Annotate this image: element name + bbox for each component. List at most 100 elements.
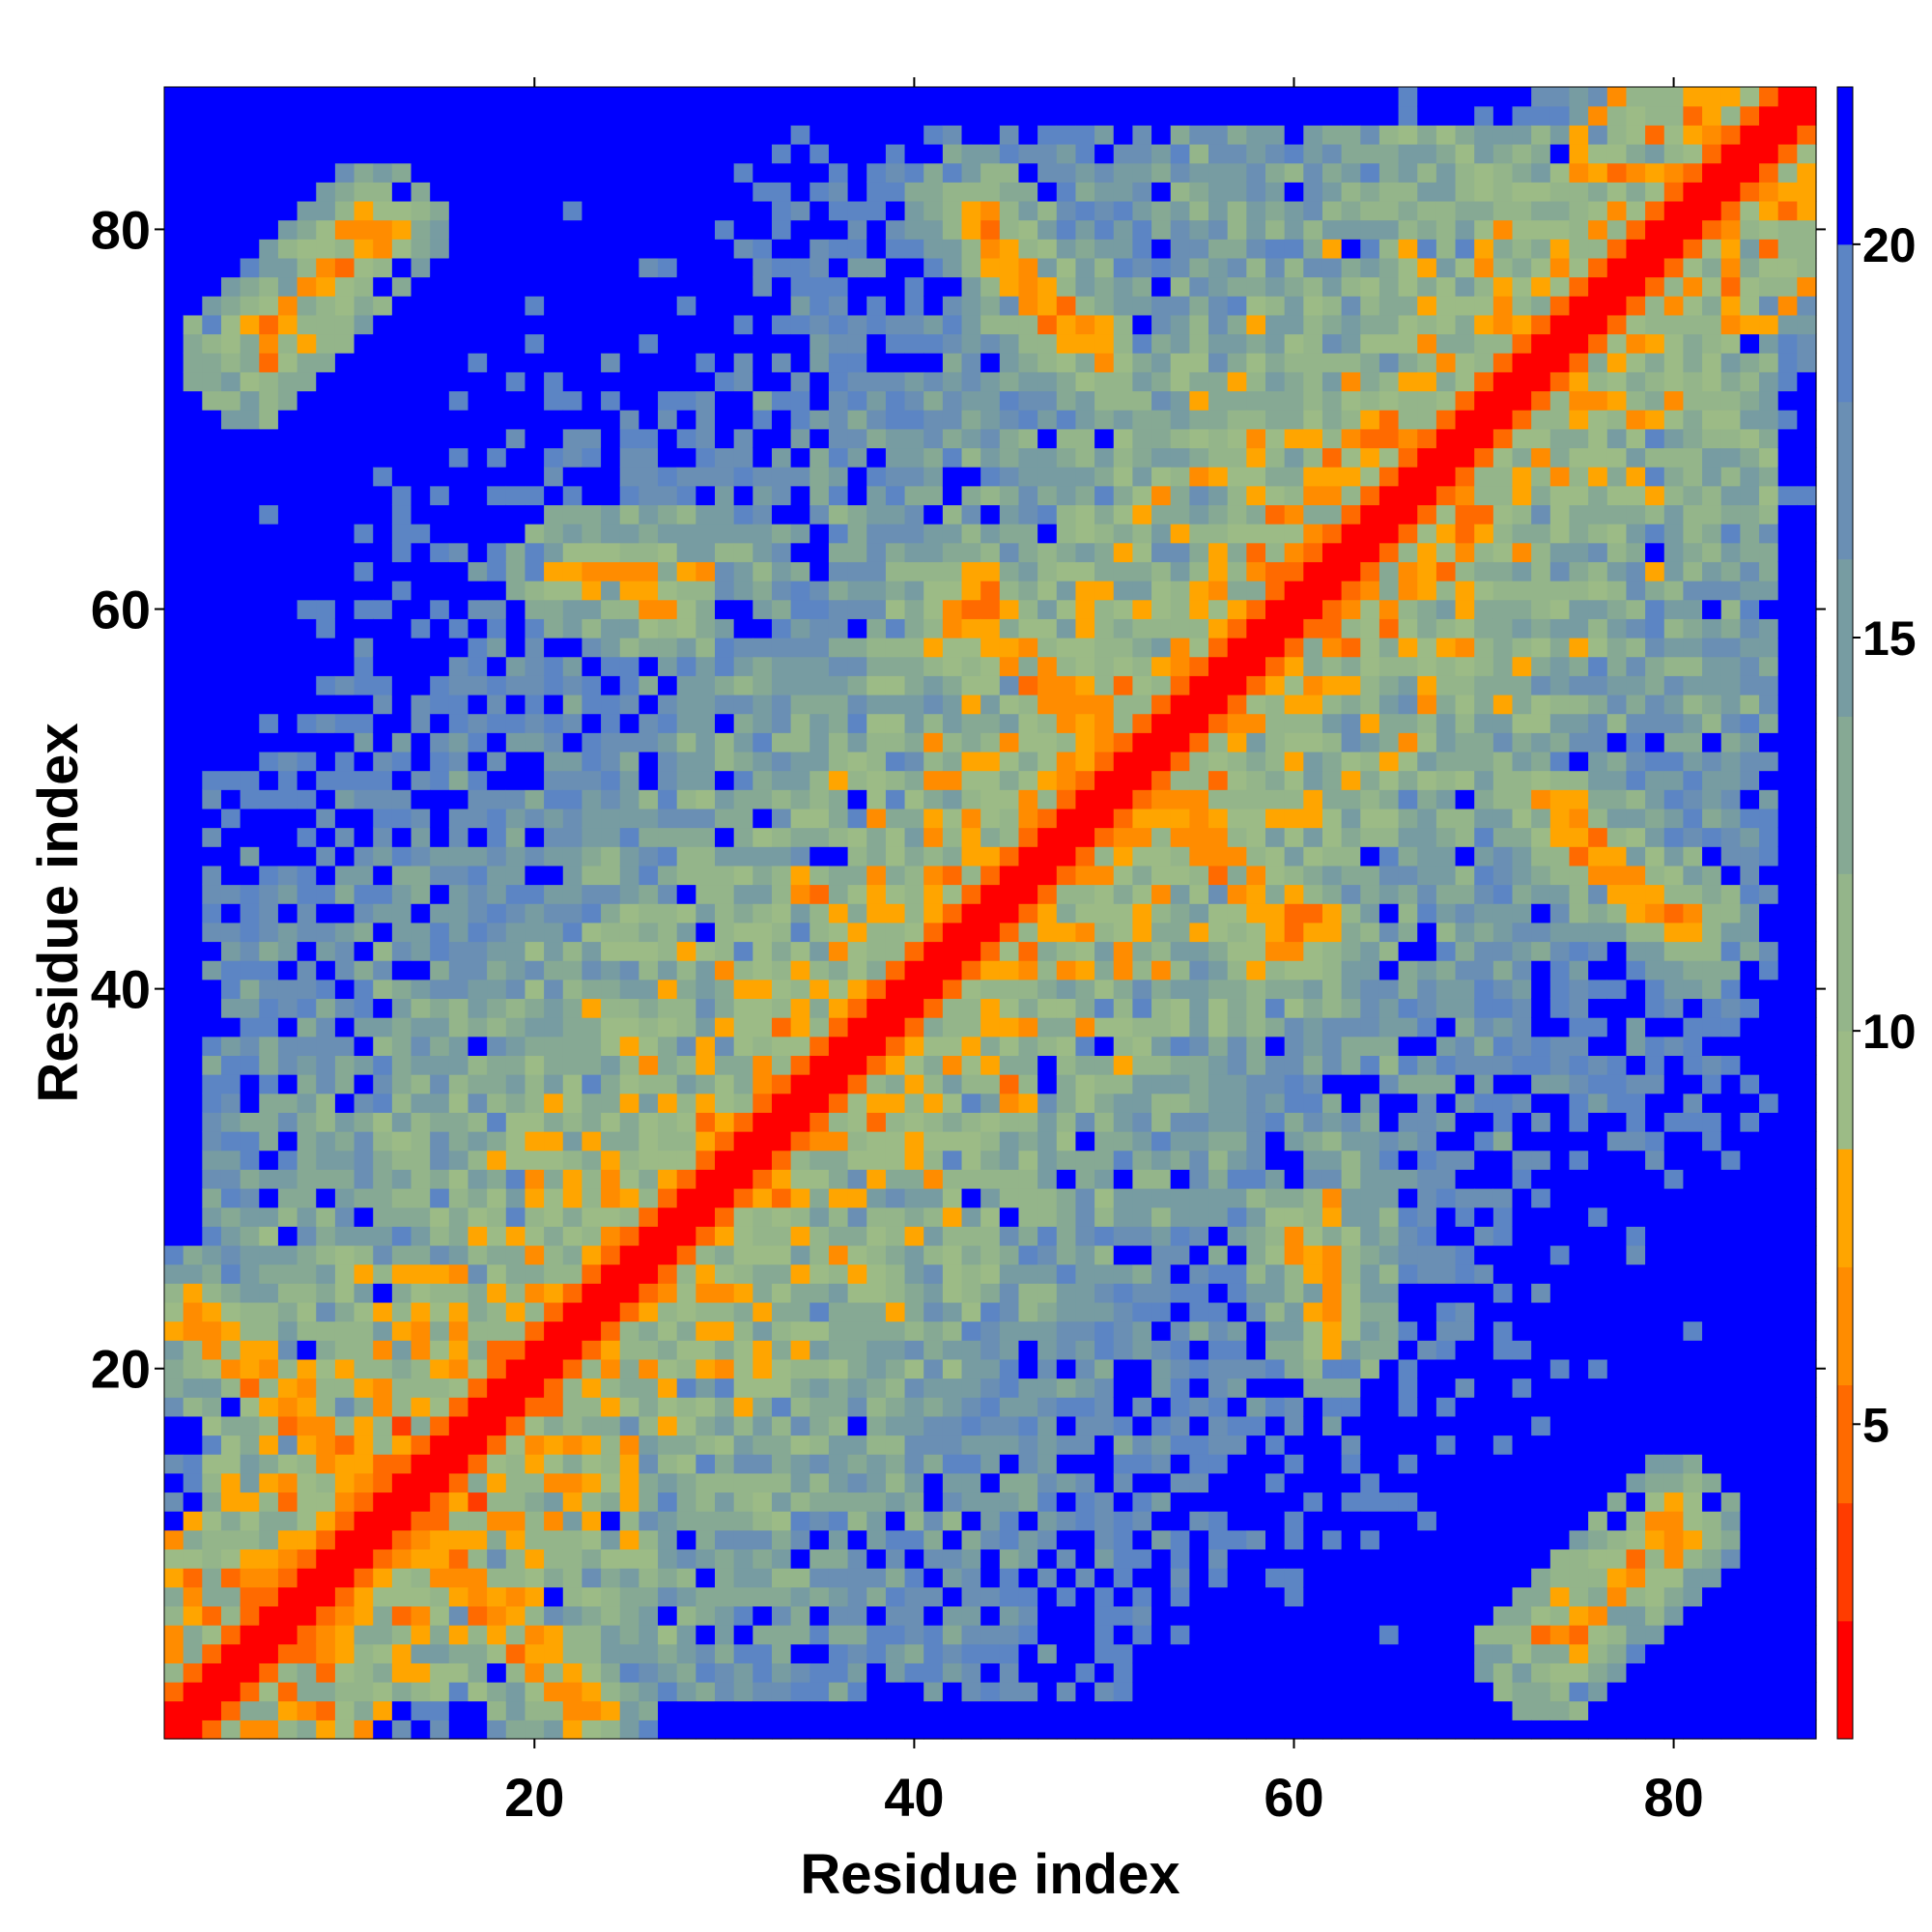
heatmap-cell xyxy=(544,1036,564,1057)
heatmap-cell xyxy=(810,1605,830,1626)
heatmap-cell xyxy=(810,371,830,392)
heatmap-cell xyxy=(810,1340,830,1360)
heatmap-cell xyxy=(942,467,963,487)
heatmap-cell xyxy=(847,390,867,411)
heatmap-cell xyxy=(277,1662,298,1683)
heatmap-cell xyxy=(334,1529,355,1550)
heatmap-cell xyxy=(202,257,222,278)
heatmap-cell xyxy=(505,1244,526,1265)
heatmap-cell xyxy=(316,296,336,316)
heatmap-cell xyxy=(297,656,317,676)
heatmap-cell xyxy=(354,314,374,335)
heatmap-cell xyxy=(525,390,545,411)
heatmap-cell xyxy=(391,219,412,240)
heatmap-cell xyxy=(354,751,374,772)
heatmap-cell xyxy=(297,485,317,506)
heatmap-cell xyxy=(1037,1264,1058,1284)
heatmap-cell xyxy=(582,371,602,392)
heatmap-cell xyxy=(373,581,393,601)
heatmap-cell xyxy=(334,239,355,259)
heatmap-cell xyxy=(1189,467,1209,487)
heatmap-cell xyxy=(676,751,696,772)
heatmap-cell xyxy=(885,1093,906,1113)
heatmap-cell xyxy=(373,1283,393,1303)
heatmap-cell xyxy=(1094,922,1115,943)
heatmap-cell xyxy=(885,941,906,961)
heatmap-cell xyxy=(391,1169,412,1189)
heatmap-cell xyxy=(733,1397,753,1417)
heatmap-cell xyxy=(885,960,906,980)
heatmap-cell xyxy=(354,143,374,164)
heatmap-cell xyxy=(1056,1492,1077,1512)
heatmap-cell xyxy=(411,941,431,961)
heatmap-cell xyxy=(259,1131,279,1151)
heatmap-cell xyxy=(904,447,924,468)
heatmap-cell xyxy=(1113,1586,1134,1607)
heatmap-cell xyxy=(1170,1435,1190,1455)
heatmap-cell xyxy=(240,1378,260,1398)
heatmap-cell xyxy=(885,353,906,373)
heatmap-cell xyxy=(676,1492,696,1512)
heatmap-cell xyxy=(259,618,279,639)
heatmap-cell xyxy=(259,998,279,1018)
heatmap-cell xyxy=(1227,1662,1247,1683)
heatmap-cell xyxy=(1208,1301,1229,1322)
heatmap-cell xyxy=(923,865,944,886)
heatmap-cell xyxy=(1037,827,1058,847)
heatmap-cell xyxy=(790,960,810,980)
heatmap-cell xyxy=(391,1643,412,1663)
heatmap-cell xyxy=(942,998,963,1018)
heatmap-cell xyxy=(676,1340,696,1360)
heatmap-cell xyxy=(544,1511,564,1531)
heatmap-cell xyxy=(1151,485,1172,506)
heatmap-cell xyxy=(790,1358,810,1379)
heatmap-cell xyxy=(259,1435,279,1455)
heatmap-cell xyxy=(771,770,792,790)
heatmap-cell xyxy=(525,789,545,810)
heatmap-cell xyxy=(1246,1700,1266,1720)
heatmap-cell xyxy=(277,1605,298,1626)
heatmap-cell xyxy=(961,428,981,449)
heatmap-cell xyxy=(753,903,773,923)
heatmap-cell xyxy=(658,1700,678,1720)
heatmap-cell xyxy=(1094,1472,1115,1493)
heatmap-cell xyxy=(923,1112,944,1132)
heatmap-cell xyxy=(867,428,887,449)
heatmap-cell xyxy=(619,1548,639,1569)
heatmap-cell xyxy=(885,1625,906,1645)
heatmap-cell xyxy=(525,1662,545,1683)
heatmap-cell xyxy=(1227,371,1247,392)
heatmap-cell xyxy=(1056,1511,1077,1531)
heatmap-cell xyxy=(923,447,944,468)
heatmap-cell xyxy=(771,846,792,867)
heatmap-cell xyxy=(505,447,526,468)
heatmap-cell xyxy=(715,903,735,923)
heatmap-cell xyxy=(696,998,716,1018)
heatmap-cell xyxy=(601,561,621,582)
heatmap-cell xyxy=(1132,618,1152,639)
heatmap-cell xyxy=(828,979,849,1000)
heatmap-cell xyxy=(391,428,412,449)
heatmap-cell xyxy=(753,200,773,221)
heatmap-cell xyxy=(885,1454,906,1474)
heatmap-cell xyxy=(658,1112,678,1132)
heatmap-cell xyxy=(810,239,830,259)
heatmap-cell xyxy=(696,1283,716,1303)
heatmap-cell xyxy=(259,200,279,221)
heatmap-cell xyxy=(448,257,469,278)
heatmap-cell xyxy=(487,1719,507,1740)
heatmap-cell xyxy=(1246,1529,1266,1550)
heatmap-cell xyxy=(942,1207,963,1227)
heatmap-cell xyxy=(391,1131,412,1151)
heatmap-cell xyxy=(847,1244,867,1265)
heatmap-cell xyxy=(505,1340,526,1360)
heatmap-cell xyxy=(1075,808,1095,829)
heatmap-cell xyxy=(1227,1511,1247,1531)
heatmap-cell xyxy=(790,1586,810,1607)
heatmap-cell xyxy=(468,410,488,430)
heatmap-cell xyxy=(942,1226,963,1246)
heatmap-cell xyxy=(297,276,317,297)
heatmap-cell xyxy=(961,694,981,715)
heatmap-cell xyxy=(753,524,773,544)
heatmap-cell xyxy=(562,353,583,373)
